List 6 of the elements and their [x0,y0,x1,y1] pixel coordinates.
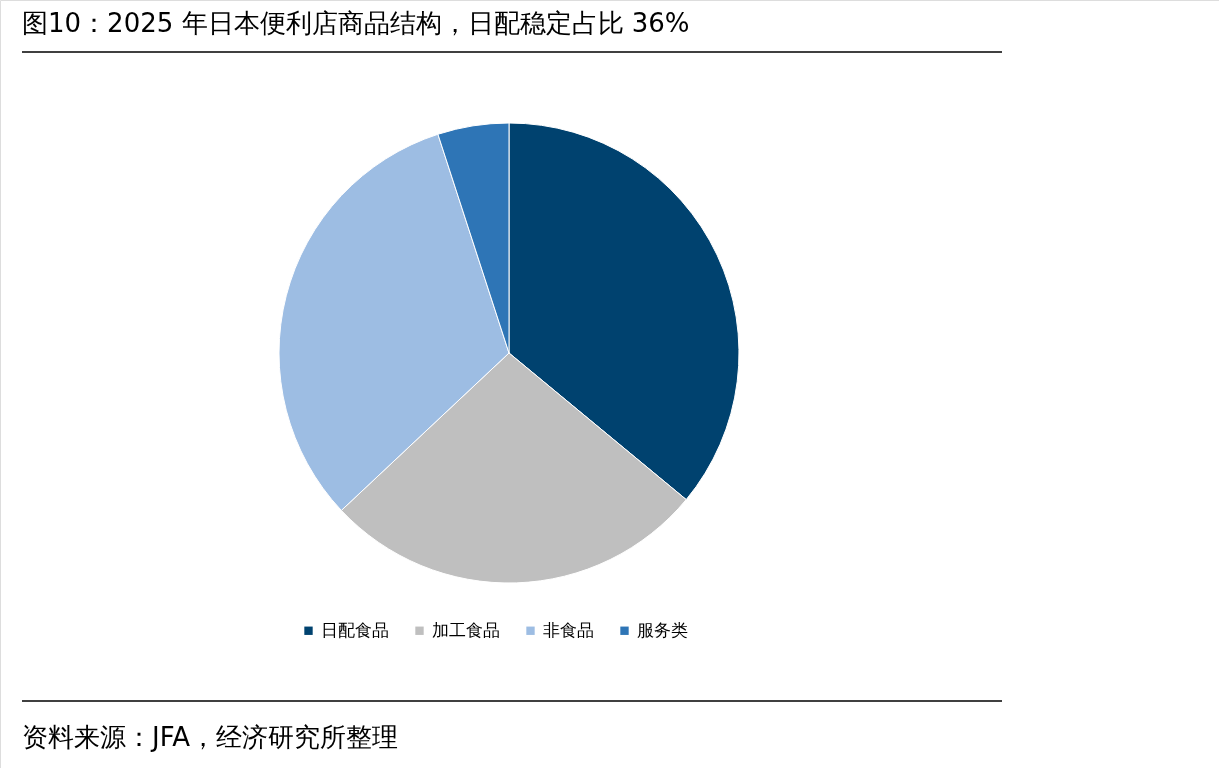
chart-title: 图10：2025 年日本便利店商品结构，日配稳定占比 36% [22,8,690,38]
legend-label: 加工食品 [432,619,500,640]
legend-label: 非食品 [543,619,594,640]
legend-label: 服务类 [637,619,688,640]
legend-label: 日配食品 [321,619,389,640]
text: 资料来源：JFA，经济研究所整理 [22,722,399,752]
